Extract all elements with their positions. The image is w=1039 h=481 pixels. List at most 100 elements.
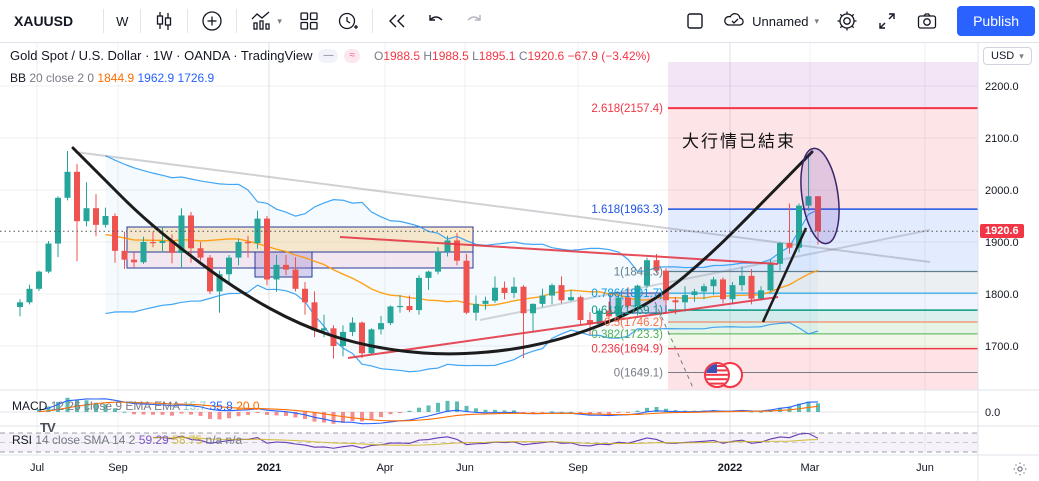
candle-body — [530, 303, 536, 314]
candle-body — [729, 285, 736, 300]
time-axis[interactable]: Jul Sep 2021 Apr Jun Sep 2022 Mar Jun — [30, 462, 934, 474]
chart-title: Gold Spot / U.S. Dollar · 1W · OANDA · T… — [10, 48, 313, 63]
candle-body — [663, 270, 669, 301]
indicators-icon — [251, 11, 271, 30]
layout-name-label: Unnamed — [752, 13, 809, 29]
candle-body — [539, 295, 546, 304]
candle-body — [178, 215, 185, 253]
publish-button[interactable]: Publish — [957, 6, 1035, 36]
bar-replay-button[interactable] — [377, 6, 417, 36]
interval-button[interactable]: W — [116, 13, 129, 29]
candle-body — [596, 310, 603, 325]
alarm-plus-icon — [338, 12, 358, 30]
candle-body — [786, 243, 793, 248]
candle-body — [349, 322, 356, 332]
svg-text:2100.0: 2100.0 — [985, 133, 1019, 145]
chart-settings-button[interactable] — [827, 6, 867, 36]
redo-icon — [467, 15, 481, 21]
candle-body — [625, 297, 631, 306]
candle-body — [102, 216, 109, 225]
top-toolbar: XAUUSD W ▾ — [0, 0, 1039, 43]
candle-body — [321, 328, 327, 331]
ohlc-values: O1988.5 H1988.5 L1895.1 C1920.6 −67.9 (−… — [373, 48, 651, 63]
undo-button[interactable] — [417, 6, 455, 36]
candle-body — [74, 171, 80, 222]
time-axis-settings-button[interactable] — [1012, 461, 1028, 477]
candle-body — [387, 306, 394, 324]
alert-button[interactable] — [328, 6, 368, 36]
candle-body — [226, 257, 232, 275]
select-layout-button[interactable] — [676, 6, 714, 36]
rsi-pane — [0, 432, 978, 453]
candle-body — [292, 269, 299, 289]
candle-body — [273, 264, 280, 280]
candle-body — [520, 286, 527, 314]
snapshot-button[interactable] — [907, 6, 947, 36]
candle-body — [216, 274, 223, 292]
candle-body — [748, 275, 755, 299]
fullscreen-button[interactable] — [867, 6, 907, 36]
candle-body — [444, 240, 451, 252]
symbol-button[interactable]: XAUUSD — [14, 13, 74, 29]
wave-chip[interactable]: ≈ — [344, 48, 360, 63]
candle-body — [112, 216, 118, 251]
time-tick-label: Jun — [916, 462, 934, 474]
svg-text:1.618(1963.3): 1.618(1963.3) — [591, 204, 663, 216]
candle-body — [710, 279, 717, 287]
layout-grid-button[interactable] — [290, 6, 328, 36]
candle-body — [207, 257, 213, 292]
fib-level-lines — [668, 107, 978, 373]
current-price-badge: 1920.6 — [980, 224, 1024, 238]
macd-legend: MACD 12 26 close 9 EMA EMA 15.7 35.8 20.… — [12, 399, 260, 413]
price-axis[interactable]: 2200.0 2100.0 2000.0 1900.0 1800.0 1700.0 0.0 — [985, 81, 1019, 419]
fib-level-labels: 2.618(2157.4) 1.618(1963.3) 1(1843.3) 0.786… — [591, 103, 663, 379]
candle-body — [482, 300, 489, 304]
candle-body — [416, 277, 422, 311]
candle-body — [302, 288, 308, 303]
candle-body — [311, 302, 318, 331]
candle-body — [758, 290, 764, 299]
candle-body — [473, 303, 479, 313]
candle-body — [397, 305, 403, 308]
candle-body — [492, 287, 498, 301]
currency-dropdown[interactable]: USD ▾ — [983, 47, 1032, 65]
candle-body — [45, 243, 52, 272]
bollinger-bands — [105, 155, 819, 373]
toolbar-divider — [236, 9, 238, 33]
candle-body — [188, 215, 194, 249]
candle-body — [17, 302, 23, 307]
chevron-down-icon: ▾ — [1019, 51, 1024, 61]
tradingview-logo: TV — [40, 420, 56, 435]
compare-button[interactable] — [192, 6, 232, 36]
camera-icon — [917, 13, 937, 29]
indicators-button[interactable]: ▾ — [241, 6, 290, 36]
candle-body — [378, 323, 384, 330]
candle-body — [463, 260, 470, 313]
chevron-down-icon: ▾ — [814, 15, 820, 26]
svg-text:0.236(1694.9): 0.236(1694.9) — [591, 344, 663, 356]
candlestick-icon — [157, 12, 172, 30]
single-layout-icon — [687, 13, 703, 29]
time-tick-label: 2022 — [718, 462, 742, 474]
toolbar-right-group: Unnamed ▾ Publish — [676, 0, 1035, 42]
candle-body — [805, 196, 812, 206]
candle-body — [777, 243, 783, 264]
hide-indicator-chip[interactable]: — — [318, 48, 339, 63]
change-value: −67.9 (−3.42%) — [567, 48, 651, 63]
candle-body — [587, 320, 593, 325]
time-tick-label: 2021 — [257, 462, 281, 474]
candle-body — [169, 240, 175, 253]
candle-body — [558, 285, 565, 301]
chart-style-button[interactable] — [145, 6, 183, 36]
candle-body — [435, 251, 441, 272]
candle-body — [720, 279, 726, 300]
cloud-save-menu[interactable]: Unnamed ▾ — [714, 6, 827, 36]
us-flag-event-icon — [704, 362, 743, 388]
candle-body — [425, 271, 432, 278]
svg-text:0.382(1723.3): 0.382(1723.3) — [591, 329, 663, 341]
redo-button[interactable] — [455, 6, 493, 36]
candle-body — [682, 295, 688, 303]
ellipse-annotation — [800, 147, 840, 245]
